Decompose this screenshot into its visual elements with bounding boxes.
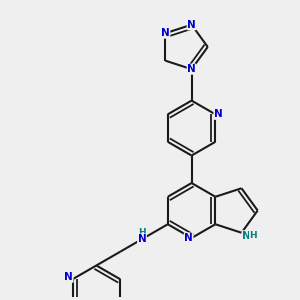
Text: N: N [138,234,146,244]
Text: N: N [161,28,170,38]
Text: N: N [187,20,196,30]
Text: N: N [214,109,223,119]
Text: H: H [138,228,146,237]
Text: N: N [242,231,251,241]
Text: H: H [250,231,257,240]
Text: N: N [64,272,73,282]
Text: N: N [187,64,196,74]
Text: N: N [184,233,193,243]
